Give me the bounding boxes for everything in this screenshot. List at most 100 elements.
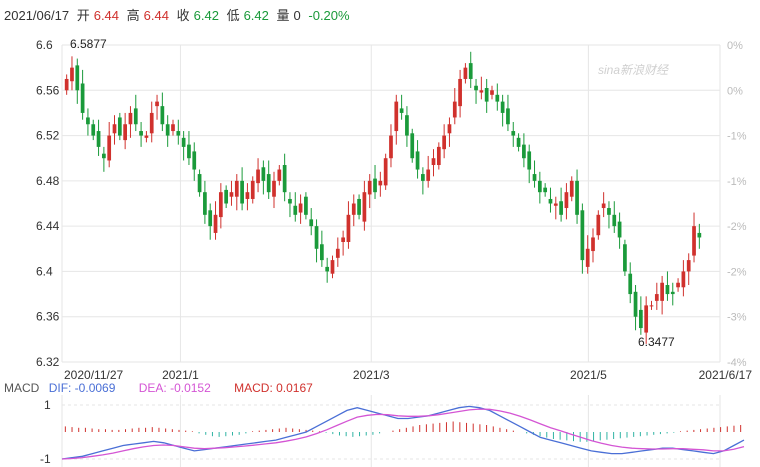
x-tick-label: 2021/1	[162, 368, 199, 382]
candle-body	[330, 260, 335, 274]
candle-body	[80, 83, 85, 113]
candle-body	[500, 101, 505, 113]
candle-body	[70, 67, 74, 82]
candle-body	[591, 237, 595, 252]
candle-body	[75, 65, 80, 91]
candle-body	[548, 198, 553, 204]
candle-body	[421, 174, 425, 181]
candle-body	[522, 144, 526, 159]
candlestick-series	[64, 51, 702, 344]
candle-body	[357, 198, 361, 215]
y-tick-label: 6.56	[36, 83, 60, 97]
candle-body	[378, 180, 383, 186]
candle-body	[335, 248, 340, 258]
candle-body	[325, 266, 330, 272]
candle-body	[298, 203, 303, 213]
candle-body	[293, 205, 298, 215]
volume-label: 量	[276, 8, 290, 23]
candle-body	[197, 174, 202, 193]
high-value: 6.44	[143, 8, 169, 23]
x-tick-label: 2021/5	[570, 368, 607, 382]
candle-body	[367, 180, 372, 195]
candle-body	[686, 260, 691, 272]
candle-body	[638, 309, 643, 329]
dea-line	[61, 408, 745, 460]
candle-body	[442, 135, 447, 150]
candle-body	[426, 169, 431, 181]
candle-body	[128, 112, 133, 125]
macd-lines	[61, 405, 745, 460]
candle-body	[431, 158, 436, 166]
candle-body	[319, 244, 324, 261]
candle-body	[569, 180, 574, 197]
y-tick-label: 6.4	[36, 264, 53, 278]
candle-body	[564, 192, 569, 209]
candle-body	[585, 248, 590, 267]
change-percent: -0.20%	[308, 8, 350, 23]
open-label: 开	[76, 8, 90, 23]
candle-body	[176, 131, 181, 136]
candle-body	[123, 124, 128, 141]
candle-body	[617, 221, 622, 238]
candle-body	[458, 78, 462, 107]
right-tick-label: 0%	[727, 85, 743, 97]
candle-body	[405, 115, 409, 136]
watermark: sina新浪财经	[598, 63, 670, 77]
right-tick-label: 0%	[727, 40, 743, 52]
candle-body	[681, 271, 686, 288]
low-value: 6.42	[243, 8, 269, 23]
candle-body	[341, 237, 345, 242]
dea-readout: DEA: -0.0152	[138, 381, 211, 395]
candle-body	[543, 187, 548, 193]
low-label: 低	[226, 8, 240, 23]
x-tick-label: 2020/11/27	[64, 368, 123, 382]
candle-body	[676, 282, 680, 288]
candle-body	[601, 203, 606, 209]
dif-line	[61, 405, 745, 460]
candle-body	[511, 131, 516, 136]
candle-body	[351, 203, 356, 215]
right-tick-label: -3%	[727, 312, 747, 324]
y-tick-label: 6.48	[36, 174, 60, 188]
volume-value: 0	[293, 8, 301, 23]
open-value: 6.44	[93, 8, 120, 23]
candle-body	[490, 90, 494, 95]
candle-body	[261, 167, 266, 181]
right-tick-label: -2%	[727, 221, 747, 233]
candle-body	[612, 214, 617, 227]
candle-body	[537, 180, 542, 193]
candle-body	[373, 178, 377, 193]
candle-body	[155, 101, 159, 107]
close-value: 6.42	[193, 8, 219, 23]
candle-body	[181, 137, 186, 147]
right-tick-label: -1%	[727, 176, 747, 188]
candle-body	[532, 174, 537, 181]
macd-header: MACD DIF: -0.0069 DEA: -0.0152 MACD: 0.0…	[4, 381, 319, 395]
candle-body	[559, 201, 563, 215]
close-label: 收	[176, 8, 190, 23]
candle-body	[649, 305, 654, 307]
right-tick-label: -4%	[727, 357, 747, 369]
macd-tick-label: -1	[40, 452, 51, 466]
candle-body	[245, 192, 250, 199]
candle-body	[277, 169, 282, 181]
high-label: 高	[126, 8, 140, 23]
candle-body	[266, 174, 271, 193]
candle-body	[516, 137, 521, 147]
max-annotation: 6.5877	[70, 37, 107, 51]
macd-tick-label: 1	[44, 398, 51, 412]
candle-body	[96, 131, 101, 147]
candle-body	[447, 124, 452, 134]
candle-body	[479, 90, 484, 93]
candle-body	[171, 124, 175, 132]
candle-body	[452, 101, 457, 118]
right-axis-ticks: 0% 0% -1% -1% -2% -2% -3% -4%	[727, 40, 747, 369]
candle-body	[628, 273, 633, 295]
macd-readout: MACD: 0.0167	[234, 381, 313, 395]
candle-body	[383, 158, 388, 186]
candle-body	[282, 165, 287, 193]
y-tick-label: 6.6	[36, 38, 53, 52]
macd-histogram	[64, 421, 742, 442]
